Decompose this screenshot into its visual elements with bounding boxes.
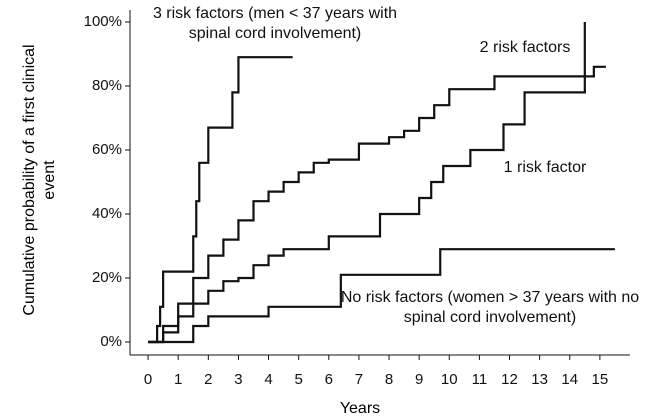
x-tick-label: 0: [144, 371, 152, 388]
x-tick-label: 10: [441, 371, 458, 388]
x-tick-label: 12: [501, 371, 518, 388]
y-tick-label: 60%: [92, 141, 122, 158]
x-tick-label: 6: [325, 371, 333, 388]
x-tick-label: 9: [415, 371, 423, 388]
y-tick-label: 40%: [92, 205, 122, 222]
x-tick-label: 2: [204, 371, 212, 388]
x-tick-label: 7: [355, 371, 363, 388]
x-tick-label: 11: [472, 371, 488, 388]
km-curve: [148, 248, 615, 344]
km-curve: [148, 56, 293, 344]
km-curve: [148, 65, 606, 344]
curve-label: 1 risk factor: [503, 159, 587, 176]
x-tick-label: 13: [531, 371, 548, 388]
x-tick-label: 4: [264, 371, 272, 388]
curve-label: 3 risk factors (men < 37 years with spin…: [152, 5, 398, 42]
y-tick-label: 100%: [84, 13, 122, 30]
y-tick-label: 80%: [92, 77, 122, 94]
x-tick-label: 3: [234, 371, 242, 388]
y-tick-label: 0%: [100, 333, 122, 350]
x-tick-label: 5: [295, 371, 303, 388]
x-axis-label: Years: [339, 400, 381, 417]
y-axis-label: Cumulative probability of a first clinic…: [21, 44, 58, 316]
curve-label: 2 risk factors: [479, 39, 571, 56]
km-curve: [148, 22, 586, 344]
x-tick-label: 8: [385, 371, 393, 388]
x-tick-label: 1: [174, 371, 182, 388]
x-tick-label: 15: [592, 371, 609, 388]
x-tick-label: 14: [561, 371, 578, 388]
curve-label: No risk factors (women > 37 years with n…: [340, 289, 640, 326]
y-tick-label: 20%: [92, 269, 122, 286]
